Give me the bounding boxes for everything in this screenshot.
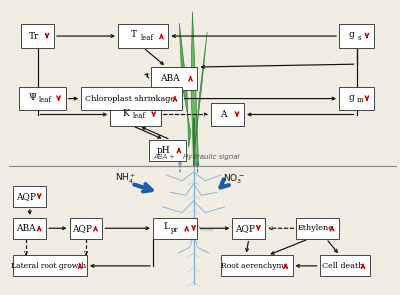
FancyBboxPatch shape	[81, 87, 182, 110]
Text: s: s	[358, 34, 361, 42]
FancyBboxPatch shape	[339, 87, 374, 110]
Text: ABA: ABA	[154, 154, 168, 160]
FancyBboxPatch shape	[320, 255, 370, 276]
Text: Cell death: Cell death	[322, 262, 364, 270]
FancyBboxPatch shape	[296, 218, 339, 239]
Text: Ethylene: Ethylene	[298, 224, 334, 232]
Text: g: g	[349, 93, 355, 102]
FancyBboxPatch shape	[211, 103, 244, 126]
Text: +: +	[168, 154, 174, 160]
Text: NH$_4^+$: NH$_4^+$	[115, 172, 136, 186]
Text: leaf: leaf	[140, 34, 154, 42]
Text: Hydraulic signal: Hydraulic signal	[183, 154, 239, 160]
FancyBboxPatch shape	[19, 87, 66, 110]
Text: AQP: AQP	[16, 192, 36, 201]
Text: NO$_3^-$: NO$_3^-$	[224, 173, 245, 186]
FancyBboxPatch shape	[339, 24, 374, 47]
Polygon shape	[195, 32, 207, 148]
Text: g: g	[349, 30, 355, 39]
FancyBboxPatch shape	[70, 218, 102, 239]
Text: L: L	[164, 222, 170, 231]
Text: A: A	[220, 110, 227, 119]
FancyBboxPatch shape	[118, 24, 168, 47]
FancyBboxPatch shape	[13, 255, 87, 276]
Text: leaf: leaf	[39, 96, 52, 104]
Text: AQP: AQP	[72, 224, 92, 233]
FancyBboxPatch shape	[13, 186, 46, 207]
Text: pr: pr	[171, 226, 179, 234]
FancyBboxPatch shape	[232, 218, 265, 239]
Polygon shape	[179, 23, 191, 148]
Text: pH: pH	[157, 146, 170, 155]
FancyBboxPatch shape	[153, 218, 198, 239]
Text: m: m	[356, 96, 363, 104]
Text: Ψ: Ψ	[29, 93, 37, 102]
Text: AQP: AQP	[235, 224, 255, 233]
FancyBboxPatch shape	[13, 218, 46, 239]
Text: ABA: ABA	[160, 74, 179, 83]
Text: Chloroplast shrinkage: Chloroplast shrinkage	[84, 95, 175, 103]
FancyBboxPatch shape	[110, 103, 161, 126]
FancyBboxPatch shape	[151, 67, 198, 90]
Text: leaf: leaf	[133, 112, 146, 120]
FancyBboxPatch shape	[221, 255, 292, 276]
Text: T: T	[130, 30, 136, 39]
Text: K: K	[122, 109, 129, 117]
Polygon shape	[191, 12, 199, 166]
Text: Root aerenchyma: Root aerenchyma	[221, 262, 288, 270]
FancyBboxPatch shape	[149, 140, 186, 160]
Text: Tr: Tr	[28, 32, 39, 41]
Text: Lateral root growth: Lateral root growth	[10, 262, 86, 270]
FancyBboxPatch shape	[21, 24, 54, 47]
Text: ABA: ABA	[16, 224, 36, 233]
